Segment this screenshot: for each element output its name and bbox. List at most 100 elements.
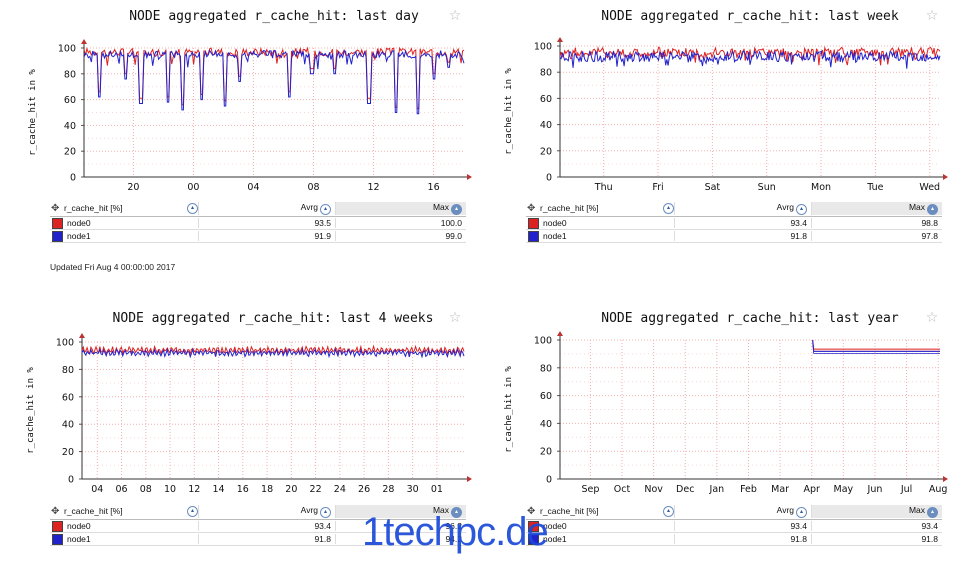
x-tick-label: Wed [919, 182, 940, 193]
sort-icon[interactable]: ▴ [796, 203, 807, 215]
sort-icon[interactable]: ▴ [663, 505, 674, 517]
legend-metric-label: r_cache_hit [%] [64, 506, 123, 516]
legend-row[interactable]: node1 91.8 91.8 [526, 533, 942, 546]
sort-icon[interactable]: ▴ [927, 203, 938, 215]
series-avg: 91.8 [198, 534, 335, 544]
x-tick-label: Jan [709, 484, 725, 495]
x-tick-label: 18 [261, 484, 273, 495]
x-tick-label: 06 [115, 484, 127, 495]
sort-icon[interactable]: ▴ [796, 506, 807, 518]
series-avg: 93.4 [674, 218, 811, 228]
y-tick-label: 0 [70, 173, 76, 184]
move-icon[interactable]: ✥ [51, 202, 60, 214]
sort-icon[interactable]: ▴ [663, 202, 674, 214]
legend-header: ✥ r_cache_hit [%] ▴ Avrg ▴ Max ▴ [526, 200, 942, 217]
x-tick-label: 14 [213, 484, 225, 495]
legend-metric-label: r_cache_hit [%] [64, 203, 123, 213]
legend-avg-label: Avrg [300, 504, 318, 515]
y-tick-label: 100 [534, 42, 552, 53]
series-name: node1 [67, 534, 91, 544]
x-tick-label: 10 [164, 484, 176, 495]
legend-table: ✥ r_cache_hit [%] ▴ Avrg ▴ Max ▴ node0 93.4 93… [526, 503, 942, 546]
x-axis-arrow [943, 174, 948, 180]
series-name: node0 [67, 521, 91, 531]
sort-icon[interactable]: ▴ [451, 203, 462, 215]
move-icon[interactable]: ✥ [51, 505, 60, 517]
x-tick-label: 00 [187, 182, 199, 193]
x-tick-label: Feb [740, 484, 757, 495]
x-tick-label: Thu [594, 182, 613, 193]
watermark: 1techpc.de [362, 510, 549, 554]
chart-title: NODE aggregated r_cache_hit: last year [601, 311, 899, 326]
y-tick-label: 0 [546, 475, 552, 486]
series-line-node1 [559, 49, 941, 69]
series-swatch [528, 520, 539, 532]
y-axis-arrow [81, 39, 87, 44]
series-avg: 91.8 [674, 534, 811, 544]
series-swatch [528, 217, 539, 229]
legend-max-label: Max [908, 504, 925, 515]
legend-row[interactable]: node1 91.9 99.0 [50, 230, 466, 243]
series-avg: 93.4 [198, 521, 335, 531]
sort-icon[interactable]: ▴ [187, 202, 198, 214]
y-axis-label: r_cache_hit in % [504, 68, 514, 155]
legend-header: ✥ r_cache_hit [%] ▴ Avrg ▴ Max ▴ [50, 503, 466, 520]
y-tick-label: 0 [546, 173, 552, 184]
series-line-node0 [559, 45, 941, 66]
series-line-node1 [812, 339, 940, 352]
y-axis-arrow [79, 333, 85, 338]
move-icon[interactable]: ✥ [527, 202, 536, 214]
favorite-star-icon[interactable]: ☆ [449, 303, 461, 327]
chart-4: NODE aggregated r_cache_hit: last year ☆ r… [504, 303, 948, 495]
chart-title: NODE aggregated r_cache_hit: last day [129, 9, 419, 24]
y-tick-label: 40 [540, 120, 552, 131]
legend-row[interactable]: node0 93.4 96.2 [50, 520, 466, 533]
chart-3: NODE aggregated r_cache_hit: last 4 week… [26, 303, 472, 495]
sort-icon[interactable]: ▴ [451, 506, 462, 518]
x-tick-label: Aug [929, 484, 948, 495]
legend-row[interactable]: node0 93.4 98.8 [526, 217, 942, 230]
y-tick-label: 100 [58, 44, 76, 55]
sort-icon[interactable]: ▴ [320, 506, 331, 518]
legend-table: ✥ r_cache_hit [%] ▴ Avrg ▴ Max ▴ node0 93.4 98… [526, 200, 942, 243]
y-tick-label: 20 [540, 146, 552, 157]
series-avg: 91.8 [674, 231, 811, 241]
legend-row[interactable]: node0 93.4 93.4 [526, 520, 942, 533]
sort-icon[interactable]: ▴ [187, 505, 198, 517]
x-tick-label: 22 [310, 484, 322, 495]
favorite-star-icon[interactable]: ☆ [449, 1, 461, 25]
series-max: 98.8 [811, 218, 942, 228]
legend-row[interactable]: node1 91.8 94.2 [50, 533, 466, 546]
x-tick-label: Sat [705, 182, 721, 193]
y-axis-label: r_cache_hit in % [28, 69, 38, 156]
legend-max-label: Max [432, 504, 449, 515]
x-tick-label: 12 [368, 182, 380, 193]
sort-icon[interactable]: ▴ [320, 203, 331, 215]
series-name: node1 [543, 534, 567, 544]
legend-row[interactable]: node0 93.5 100.0 [50, 217, 466, 230]
series-name: node1 [67, 231, 91, 241]
series-line-node0 [81, 344, 465, 356]
series-max: 100.0 [335, 218, 466, 228]
sort-icon[interactable]: ▴ [927, 506, 938, 518]
favorite-star-icon[interactable]: ☆ [926, 303, 938, 327]
series-name: node0 [543, 218, 567, 228]
x-tick-label: Nov [644, 484, 663, 495]
x-tick-label: 08 [140, 484, 152, 495]
series-name: node0 [543, 521, 567, 531]
x-tick-label: Dec [676, 484, 694, 495]
y-tick-label: 80 [540, 68, 552, 79]
series-name: node0 [67, 218, 91, 228]
legend-table: ✥ r_cache_hit [%] ▴ Avrg ▴ Max ▴ node0 93.4 96… [50, 503, 466, 546]
legend-avg-label: Avrg [300, 201, 318, 212]
y-axis-arrow [557, 37, 563, 42]
series-line-node1 [83, 49, 465, 115]
legend-avg-label: Avrg [776, 201, 794, 212]
legend-row[interactable]: node1 91.8 97.8 [526, 230, 942, 243]
move-icon[interactable]: ✥ [527, 505, 536, 517]
series-line-band-node1 [812, 341, 940, 354]
x-axis-arrow [467, 476, 472, 482]
favorite-star-icon[interactable]: ☆ [926, 1, 938, 25]
series-swatch [528, 533, 539, 545]
x-tick-label: 24 [334, 484, 346, 495]
